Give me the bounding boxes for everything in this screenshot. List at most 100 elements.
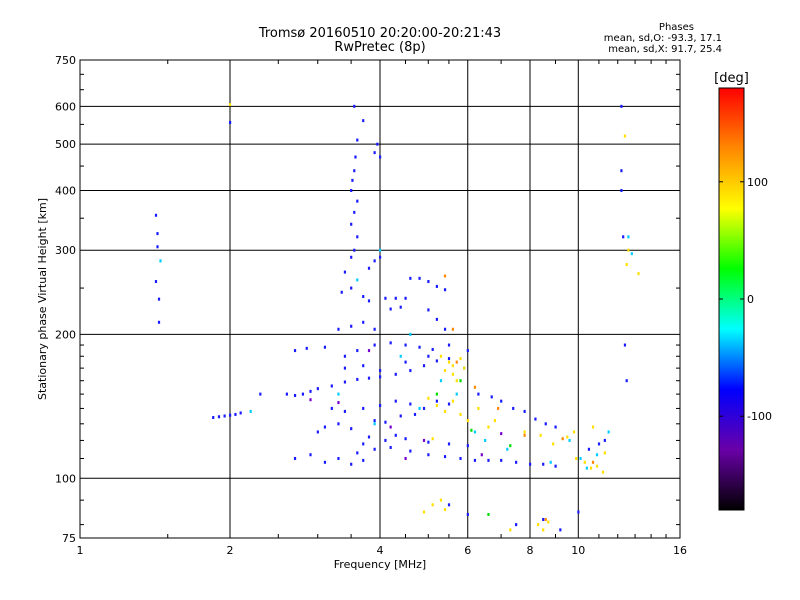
colorbar xyxy=(718,87,745,511)
data-point xyxy=(234,412,237,416)
data-point xyxy=(373,447,376,451)
data-point xyxy=(356,199,359,203)
data-point xyxy=(394,372,397,376)
data-point xyxy=(509,444,512,448)
data-point xyxy=(473,385,477,389)
data-point xyxy=(435,317,438,321)
data-point xyxy=(350,462,353,466)
data-point xyxy=(409,369,412,373)
data-point xyxy=(443,508,447,512)
data-point xyxy=(422,406,426,410)
data-point xyxy=(435,403,438,407)
data-point xyxy=(323,345,327,349)
data-point xyxy=(459,379,462,383)
data-point xyxy=(487,425,490,429)
x-axis-label: Frequency [MHz] xyxy=(334,558,426,571)
data-point xyxy=(362,442,365,446)
data-point xyxy=(490,395,493,399)
data-point xyxy=(623,343,627,347)
data-point xyxy=(356,451,359,455)
data-point xyxy=(394,296,397,300)
data-point xyxy=(427,280,430,284)
data-point xyxy=(353,169,356,173)
data-point xyxy=(500,432,503,436)
data-point xyxy=(637,272,640,276)
colorbar-tick-label: 100 xyxy=(747,176,768,189)
data-point xyxy=(217,415,221,419)
data-point xyxy=(601,470,605,474)
data-point xyxy=(293,393,297,397)
data-point xyxy=(404,456,407,460)
data-point xyxy=(389,307,392,311)
data-point xyxy=(536,523,540,527)
data-point xyxy=(435,399,438,403)
data-point xyxy=(373,151,376,155)
data-point xyxy=(447,360,451,364)
data-point xyxy=(466,419,469,423)
x-tick-label: 6 xyxy=(464,544,471,557)
y-tick-label: 75 xyxy=(62,532,76,545)
data-point xyxy=(389,445,392,449)
y-tick-label: 500 xyxy=(55,138,76,151)
data-point xyxy=(404,343,407,347)
data-point xyxy=(496,406,500,410)
data-point xyxy=(554,464,557,468)
data-point xyxy=(512,406,515,410)
data-point xyxy=(362,458,365,462)
y-tick-label: 400 xyxy=(55,184,76,197)
data-point xyxy=(351,178,354,182)
data-point xyxy=(418,345,421,349)
data-point xyxy=(249,409,252,413)
data-point xyxy=(373,419,376,423)
data-point xyxy=(350,188,353,192)
x-tick-label: 10 xyxy=(571,544,585,557)
data-point xyxy=(343,380,347,384)
data-point xyxy=(399,305,402,309)
data-point xyxy=(523,433,526,437)
data-point xyxy=(362,364,365,368)
data-point xyxy=(583,460,586,464)
data-point xyxy=(603,451,606,455)
data-point xyxy=(539,433,542,437)
data-point xyxy=(439,498,443,502)
data-point xyxy=(379,255,382,259)
data-point xyxy=(157,297,161,301)
data-point xyxy=(561,437,564,441)
data-point xyxy=(409,402,412,406)
data-point xyxy=(323,425,327,429)
data-point xyxy=(404,437,407,441)
data-point xyxy=(589,466,593,470)
data-point xyxy=(373,343,376,347)
data-point xyxy=(451,327,455,331)
data-point xyxy=(394,399,397,403)
data-point xyxy=(427,453,430,457)
data-point xyxy=(435,392,438,396)
data-point xyxy=(399,414,402,418)
data-point xyxy=(154,280,158,284)
data-point xyxy=(367,299,371,303)
data-point xyxy=(459,456,462,460)
data-point xyxy=(343,409,347,413)
data-point xyxy=(404,360,407,364)
data-point xyxy=(575,456,578,460)
data-point xyxy=(156,232,159,236)
data-point xyxy=(427,440,430,444)
data-point xyxy=(554,425,557,429)
data-point xyxy=(542,462,545,466)
data-point xyxy=(362,119,365,123)
data-point xyxy=(293,349,297,353)
data-point xyxy=(330,384,333,388)
colorbar-label: [deg] xyxy=(714,71,749,86)
data-point xyxy=(373,259,376,263)
data-point xyxy=(379,375,382,379)
data-point xyxy=(337,401,340,405)
y-tick-label: 300 xyxy=(55,244,76,257)
data-point xyxy=(459,357,462,361)
data-point xyxy=(572,430,576,434)
data-point xyxy=(330,406,333,410)
data-point xyxy=(350,427,353,431)
data-point xyxy=(500,399,503,403)
data-point xyxy=(379,155,382,159)
data-point xyxy=(389,341,392,345)
data-point xyxy=(409,449,412,453)
